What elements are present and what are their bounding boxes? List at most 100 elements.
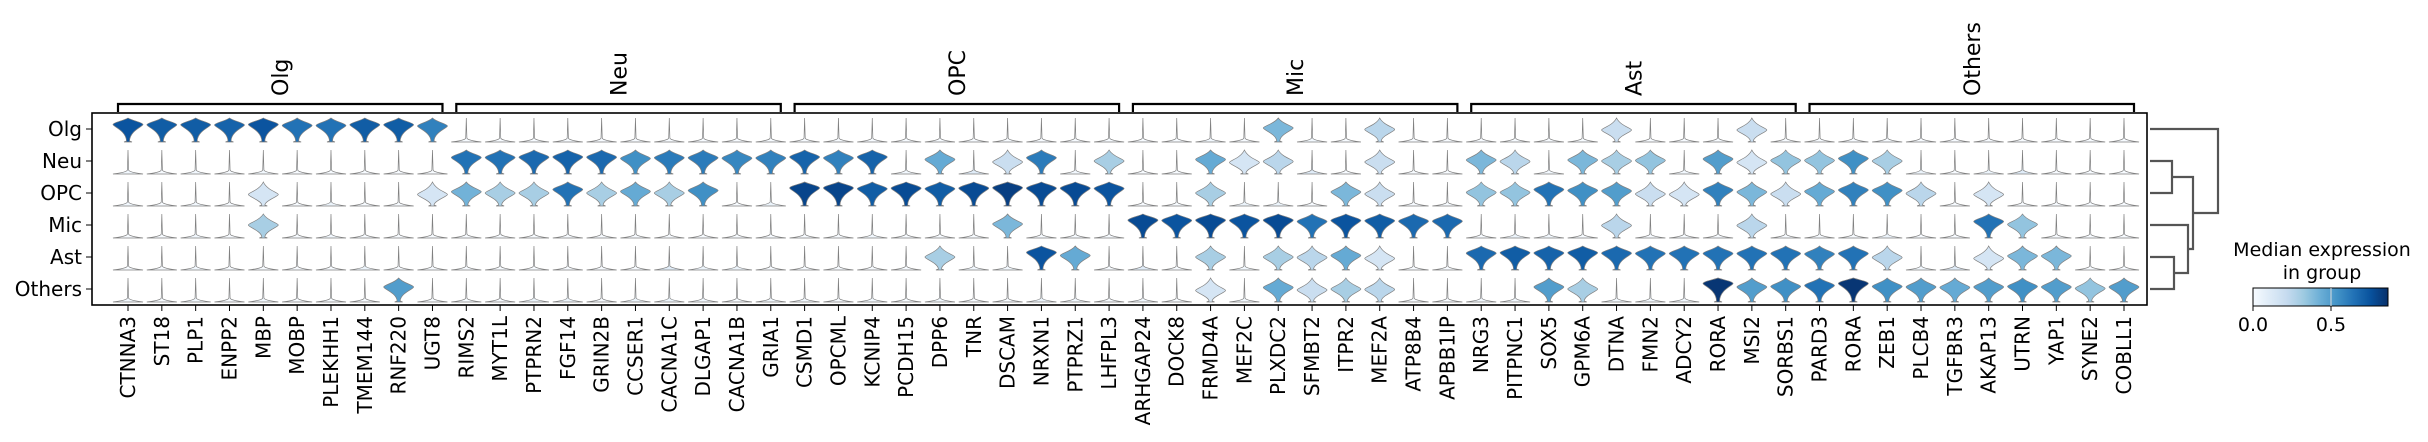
colorbar-tick-label-0: 0.0 [2238, 314, 2268, 336]
violin-others-enpp2 [214, 277, 245, 303]
violin-ast-rnf220 [383, 245, 414, 271]
violin-others-plxdc2 [1262, 277, 1294, 303]
violin-others-atp8b4 [1398, 277, 1429, 303]
gene-label-mobp: MOBP [285, 316, 309, 375]
violin-opc-pcdh15 [890, 181, 922, 207]
violin-opc-ugt8 [417, 181, 448, 207]
violin-mic-arhgap24 [1127, 213, 1159, 239]
violin-mic-utrn [2007, 213, 2038, 239]
gene-label-plcb4: PLCB4 [1909, 316, 1933, 380]
bracket-ast [1470, 102, 1797, 112]
violin-mic-mbp [247, 213, 279, 239]
violin-mic-dlgap1 [687, 213, 719, 239]
gene-label-dscam: DSCAM [996, 316, 1020, 389]
gene-label-syne2: SYNE2 [2078, 316, 2102, 381]
violin-mic-sorbs1 [1770, 213, 1801, 239]
violin-mic-plcb4 [1905, 213, 1937, 239]
violin-opc-nrxn1 [1026, 181, 1057, 207]
gene-label-pitpnc1: PITPNC1 [1503, 316, 1527, 400]
violin-olg-akap13 [1973, 117, 2004, 143]
violin-mic-tnr [958, 213, 989, 239]
dendrogram-branch-0 [2150, 159, 2174, 195]
violin-olg-sorbs1 [1770, 117, 1801, 143]
gene-label-sox5: SOX5 [1537, 316, 1561, 370]
violin-ast-ptprn2 [518, 245, 550, 271]
violin-ast-mef2c [1229, 245, 1260, 271]
violin-opc-dock8 [1161, 181, 1192, 207]
violin-ast-lhfpl3 [1093, 245, 1125, 271]
violin-mic-dock8 [1161, 213, 1193, 239]
violin-neu-pard3 [1804, 149, 1835, 175]
gene-group-labels: Olg Neu OPC Mic Ast Others [269, 22, 1986, 96]
violin-others-rora [1702, 277, 1734, 303]
gene-label-yap1: YAP1 [2044, 316, 2068, 366]
violin-neu-syne2 [2075, 149, 2106, 175]
violin-others-gpm6a [1567, 277, 1599, 303]
violin-neu-itpr2 [1330, 149, 1362, 175]
violin-mic-gria1 [755, 213, 786, 239]
violin-others-fmn2 [1635, 277, 1666, 303]
violin-ast-mef2a [1364, 245, 1396, 271]
violin-olg-cacna1c [654, 117, 685, 143]
violin-others-rnf220 [383, 277, 414, 303]
violin-ast-sorbs1 [1770, 245, 1802, 271]
violin-opc-gpm6a [1567, 181, 1599, 207]
violin-olg-ugt8 [417, 117, 448, 143]
violin-opc-ccser1 [620, 181, 651, 207]
violin-olg-st18 [146, 117, 178, 143]
violin-others-utrn [2007, 277, 2038, 303]
violin-neu-ctnna3 [112, 149, 144, 175]
gene-label-utrn: UTRN [2011, 316, 2035, 372]
row-label-others: Others [15, 277, 82, 301]
gene-label-csmd1: CSMD1 [793, 316, 817, 388]
violin-neu-mbp [248, 149, 279, 175]
violin-others-tnr [958, 277, 989, 303]
violin-opc-sorbs1 [1770, 181, 1802, 207]
violin-opc-utrn [2007, 181, 2038, 207]
violin-mic-grin2b [586, 213, 617, 239]
violin-mic-syne2 [2075, 213, 2106, 239]
violin-mic-tgfbr3 [1939, 213, 1971, 239]
violin-neu-mef2c [1229, 149, 1260, 175]
violin-others-dlgap1 [687, 277, 719, 303]
violin-ast-itpr2 [1330, 245, 1362, 271]
violin-olg-ptprz1 [1060, 117, 1091, 143]
violin-neu-frmd4a [1195, 149, 1226, 175]
violin-olg-lhfpl3 [1093, 117, 1125, 143]
violin-mic-st18 [146, 213, 177, 239]
violin-olg-nrxn1 [1026, 117, 1057, 143]
violin-neu-dock8 [1161, 149, 1192, 175]
violin-mic-cacna1b [721, 213, 753, 239]
violin-opc-sfmbt2 [1296, 181, 1328, 207]
violin-mic-itpr2 [1330, 213, 1362, 239]
gene-label-lhfpl3: LHFPL3 [1097, 316, 1121, 390]
gene-label-tnr: TNR [962, 316, 986, 358]
violin-neu-plxdc2 [1262, 149, 1294, 175]
violin-mic-ctnna3 [112, 213, 144, 239]
violin-ast-grin2b [586, 245, 617, 271]
violin-opc-mef2a [1364, 181, 1396, 207]
violin-neu-enpp2 [214, 149, 245, 175]
violin-olg-ctnna3 [112, 117, 144, 143]
group-label-olg: Olg [269, 59, 294, 96]
violin-neu-mef2a [1364, 149, 1396, 175]
violin-olg-tgfbr3 [1939, 117, 1971, 143]
violin-olg-cacna1b [721, 117, 753, 143]
gene-label-sorbs1: SORBS1 [1774, 316, 1798, 397]
violin-opc-mef2c [1229, 181, 1260, 207]
violin-others-kcnip4 [857, 277, 888, 303]
gene-group-brackets [116, 102, 2136, 112]
violin-others-pitpnc1 [1499, 277, 1531, 303]
gene-label-msi2: MSI2 [1740, 316, 1764, 365]
violin-opc-fmn2 [1635, 181, 1666, 207]
violin-olg-dlgap1 [687, 117, 719, 143]
violin-opc-st18 [146, 181, 177, 207]
group-label-opc: OPC [946, 50, 971, 96]
violin-others-ptprn2 [518, 277, 550, 303]
violin-opc-plekhh1 [315, 181, 347, 207]
violin-opc-plxdc2 [1263, 181, 1294, 207]
violin-olg-enpp2 [214, 117, 245, 143]
violin-mic-dtna [1601, 213, 1632, 239]
bracket-mic [1131, 102, 1459, 112]
violin-olg-ptprn2 [518, 117, 550, 143]
